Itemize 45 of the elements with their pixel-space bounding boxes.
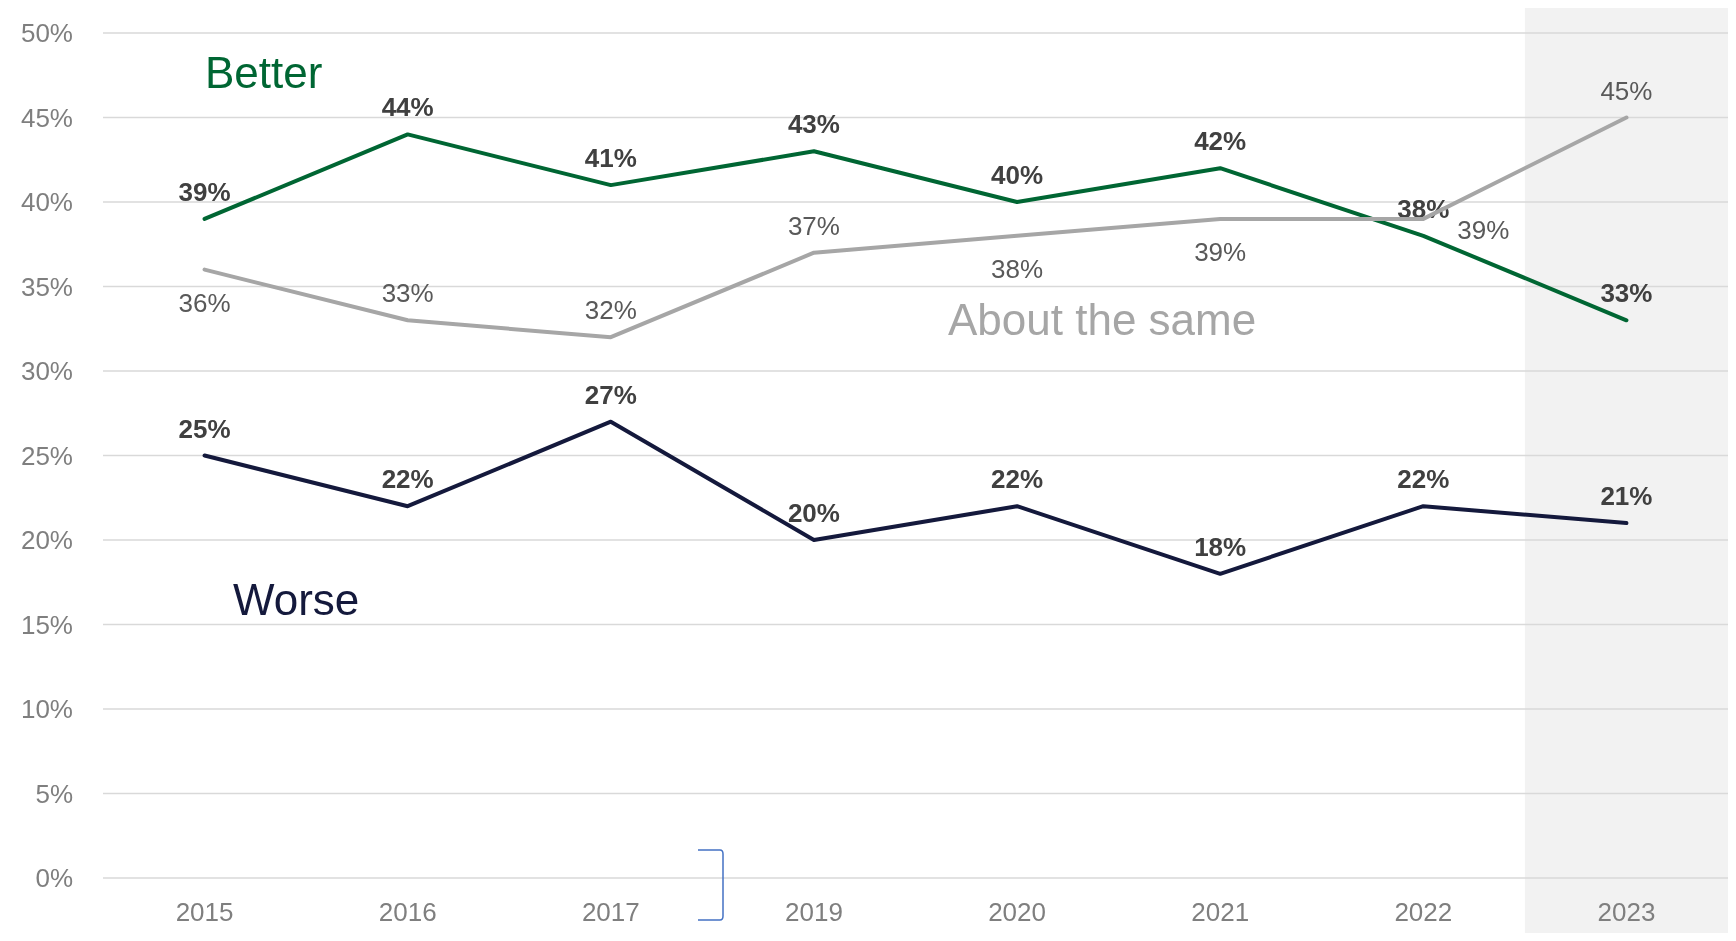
y-tick-label: 35% — [20, 271, 73, 302]
y-tick-label: 40% — [20, 187, 73, 217]
y-tick-label: 25% — [20, 440, 73, 471]
data-label: 37% — [787, 210, 840, 241]
y-tick-label: 45% — [20, 102, 73, 133]
data-label: 42% — [1194, 126, 1247, 157]
data-label: 32% — [584, 295, 637, 326]
x-tick-label: 2020 — [988, 897, 1046, 927]
data-label: 27% — [584, 379, 637, 410]
y-tick-label: 30% — [20, 356, 73, 386]
y-tick-label: 20% — [20, 525, 73, 555]
x-tick-label: 2022 — [1394, 897, 1453, 927]
data-label: 25% — [178, 413, 231, 444]
data-label: 36% — [178, 287, 231, 318]
data-label: 18% — [1194, 531, 1247, 562]
y-tick-label: 50% — [20, 18, 73, 48]
data-label: 33% — [1600, 278, 1653, 309]
data-label: 43% — [787, 109, 840, 140]
data-label: 22% — [1397, 464, 1450, 495]
data-label: 20% — [787, 498, 840, 528]
data-label: 39% — [1194, 236, 1247, 267]
y-tick-label: 5% — [35, 778, 73, 809]
x-tick-label: 2017 — [581, 897, 640, 927]
data-label: 40% — [991, 160, 1044, 190]
data-label: 39% — [1457, 214, 1510, 245]
data-label: 22% — [381, 464, 434, 495]
data-label: 22% — [991, 464, 1044, 495]
data-label: 45% — [1600, 75, 1653, 106]
y-tick-label: 15% — [20, 609, 73, 640]
x-tick-label: 2023 — [1597, 897, 1656, 927]
x-tick-label: 2019 — [785, 897, 843, 927]
data-label: 21% — [1600, 481, 1653, 512]
x-tick-label: 2016 — [378, 897, 437, 927]
y-tick-label: 10% — [20, 694, 73, 724]
data-label: 39% — [178, 176, 231, 207]
y-tick-label: 0% — [35, 863, 73, 893]
series-label: Worse — [233, 575, 360, 624]
series-label: About the same — [948, 295, 1257, 344]
data-label: 33% — [381, 278, 434, 309]
x-tick-label: 2015 — [175, 897, 234, 927]
data-label: 38% — [991, 253, 1044, 284]
data-label: 41% — [584, 143, 637, 174]
data-label: 44% — [381, 92, 434, 123]
series-label: Better — [205, 48, 323, 97]
x-tick-label: 2021 — [1191, 897, 1250, 927]
